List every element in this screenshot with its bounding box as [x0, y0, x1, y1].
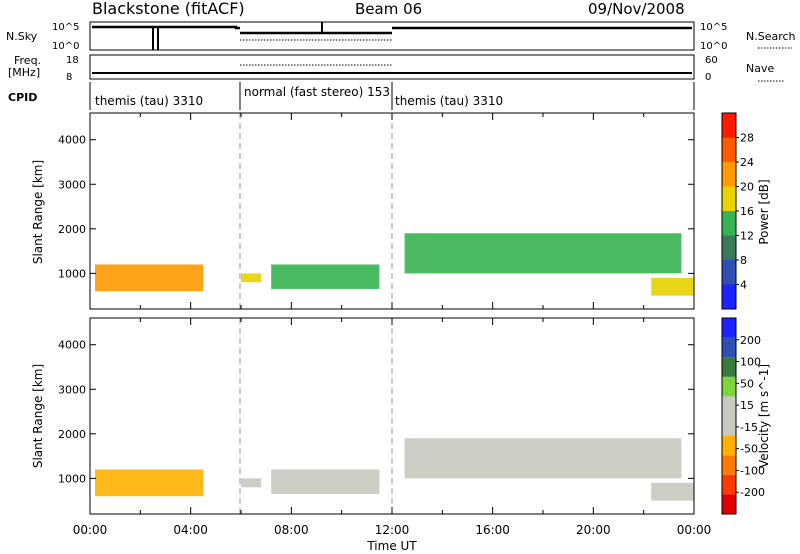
nsky-trace: [92, 25, 692, 35]
power-panel: 1000 2000 3000 4000 Slant Range [km]: [31, 112, 695, 310]
velocity-ytick-label-1: 2000: [58, 428, 86, 441]
velocity-colorbar-swatch-0: [722, 494, 736, 514]
velocity-colorbar-label-6: 100: [740, 356, 761, 369]
time-axis-title: Time UT: [366, 539, 417, 553]
power-colorbar-swatch-6: [722, 137, 736, 162]
nsearch-tick-bottom: 10^0: [700, 41, 727, 52]
velocity-data-layer: [95, 438, 694, 501]
velocity-echo-region-1: [95, 469, 204, 497]
nave-tick-bottom: 0: [705, 72, 711, 83]
nsky-tick-bottom: 10^0: [52, 41, 79, 52]
velocity-ytick-label-2: 3000: [58, 383, 86, 396]
power-colorbar-label-0: 4: [740, 279, 747, 292]
velocity-panel: 1000 2000 3000 4000 Slant Range [km]: [31, 317, 695, 515]
nave-tick-top: 60: [705, 55, 718, 66]
power-colorbar: 4 8 12 16 20 24 28: [721, 112, 754, 310]
velocity-colorbar-label-5: 50: [740, 377, 754, 390]
power-colorbar-swatch-1: [722, 260, 736, 285]
cpid-segment-3: themis (tau) 3310: [395, 94, 503, 108]
velocity-colorbar: -200 -100 -50 -15 15 50 100 200: [721, 317, 765, 515]
time-tick-label-5: 20:00: [576, 523, 611, 537]
velocity-colorbar-swatch-7: [722, 357, 736, 377]
cpid-segment-1: themis (tau) 3310: [95, 94, 203, 108]
velocity-colorbar-swatch-3: [722, 435, 736, 456]
power-y-ticks: 1000 2000 3000 4000: [58, 134, 694, 280]
freq-label: Freq.: [14, 54, 41, 67]
power-colorbar-label: Power [dB]: [757, 179, 771, 244]
velocity-colorbar-swatch-1: [722, 474, 736, 495]
power-echo-region-3: [271, 264, 380, 289]
power-ytick-label-2: 3000: [58, 178, 86, 191]
power-echo-region-2: [241, 273, 262, 283]
power-colorbar-swatch-7: [722, 113, 736, 138]
power-colorbar-swatch-4: [722, 186, 736, 211]
freq-tick-bottom: 8: [66, 72, 72, 83]
power-colorbar-label-2: 12: [740, 230, 754, 243]
nsky-label: N.Sky: [6, 30, 38, 43]
power-colorbar-swatch-3: [722, 211, 736, 236]
time-tick-label-6: 00:00: [677, 523, 712, 537]
power-echo-region-5: [651, 277, 694, 296]
power-colorbar-label-1: 8: [740, 254, 747, 267]
power-colorbar-label-5: 24: [740, 156, 754, 169]
time-tick-label-2: 08:00: [274, 523, 309, 537]
power-ytick-label-3: 4000: [58, 134, 86, 147]
nave-label: Nave: [746, 62, 774, 75]
freq-panel-frame: [89, 54, 695, 80]
date-title: 09/Nov/2008: [588, 0, 685, 18]
power-x-ticks: [89, 113, 695, 309]
velocity-colorbar-swatch-8: [722, 337, 736, 358]
velocity-echo-region-2: [241, 478, 262, 488]
freq-unit-label: [MHz]: [8, 66, 40, 79]
nsearch-tick-top: 10^5: [700, 22, 727, 33]
velocity-colorbar-label-3: -15: [740, 421, 758, 434]
power-colorbar-label-6: 28: [740, 132, 754, 145]
power-ylabel: Slant Range [km]: [31, 160, 45, 264]
velocity-colorbar-swatch-9: [722, 318, 736, 338]
power-echo-region-4: [404, 233, 682, 274]
time-axis-labels: 00:00 04:00 08:00 12:00 16:00 20:00 00:00: [73, 523, 712, 537]
time-tick-label-0: 00:00: [73, 523, 108, 537]
velocity-x-ticks: [89, 318, 695, 514]
velocity-colorbar-frame: [721, 317, 737, 515]
power-data-layer: [95, 233, 694, 296]
velocity-colorbar-swatch-5: [722, 396, 736, 416]
velocity-ytick-label-0: 1000: [58, 472, 86, 485]
time-tick-label-4: 16:00: [475, 523, 510, 537]
velocity-colorbar-label: Velocity [m s^-1]: [757, 364, 771, 468]
velocity-echo-region-5: [651, 482, 694, 501]
velocity-ytick-label-3: 4000: [58, 339, 86, 352]
power-colorbar-swatch-2: [722, 235, 736, 260]
power-ytick-label-1: 2000: [58, 223, 86, 236]
velocity-colorbar-swatch-6: [722, 376, 736, 397]
velocity-colorbar-swatch-2: [722, 455, 736, 475]
nsearch-label: N.Search: [746, 30, 796, 43]
velocity-y-ticks: 1000 2000 3000 4000: [58, 339, 694, 485]
cpid-label: CPID: [8, 91, 37, 104]
freq-tick-top: 18: [66, 55, 79, 66]
power-colorbar-label-3: 16: [740, 205, 754, 218]
velocity-colorbar-label-4: 15: [740, 399, 754, 412]
station-title: Blackstone (fitACF): [92, 0, 245, 18]
velocity-echo-region-3: [271, 469, 380, 494]
time-tick-label-3: 12:00: [375, 523, 410, 537]
velocity-colorbar-swatch-4: [722, 416, 736, 436]
velocity-colorbar-label-1: -100: [740, 464, 765, 477]
power-echo-region-1: [95, 264, 204, 292]
power-ytick-label-0: 1000: [58, 267, 86, 280]
power-colorbar-label-4: 20: [740, 181, 754, 194]
beam-title: Beam 06: [355, 0, 422, 18]
velocity-colorbar-label-7: 200: [740, 334, 761, 347]
velocity-echo-region-4: [404, 438, 682, 479]
velocity-ylabel: Slant Range [km]: [31, 364, 45, 468]
nsky-panel-frame: [89, 21, 695, 51]
velocity-colorbar-label-0: -200: [740, 486, 765, 499]
power-colorbar-swatch-0: [722, 284, 736, 309]
cpid-segment-2: normal (fast stereo) 153: [244, 85, 390, 99]
time-tick-label-1: 04:00: [173, 523, 208, 537]
nsky-tick-top: 10^5: [52, 22, 79, 33]
power-colorbar-swatch-5: [722, 162, 736, 187]
velocity-colorbar-label-2: -50: [740, 443, 758, 456]
